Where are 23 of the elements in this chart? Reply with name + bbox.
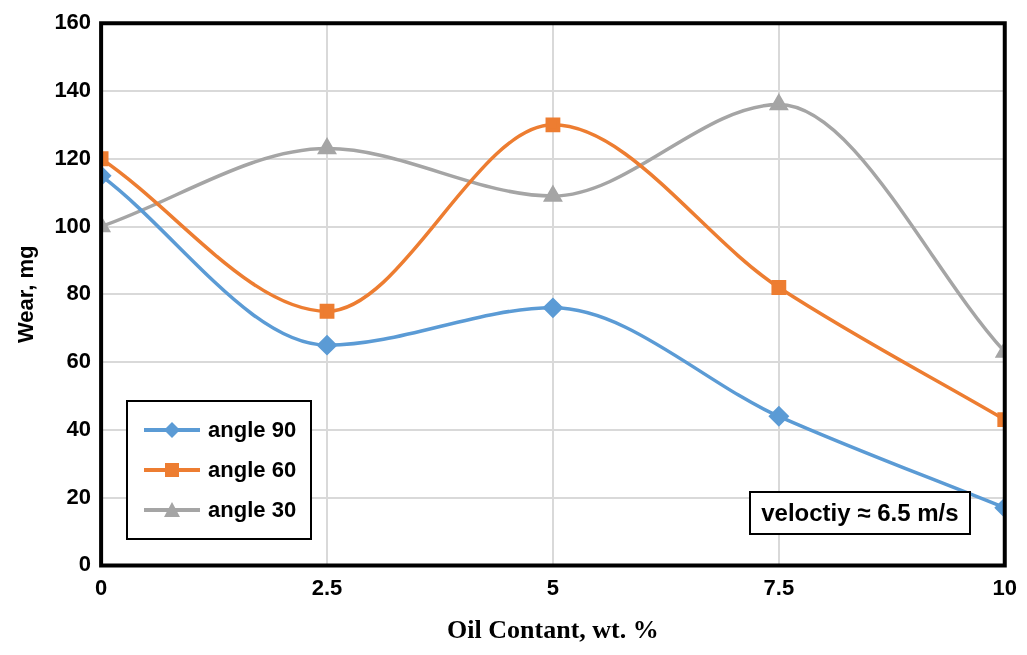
x-tick-label: 7.5: [763, 574, 795, 600]
legend-label: angle 90: [208, 417, 297, 444]
legend-label: angle 60: [208, 457, 297, 484]
y-tick-label: 160: [54, 9, 92, 35]
point: [545, 117, 561, 133]
y-tick-label: 40: [66, 415, 92, 441]
point: [544, 186, 562, 202]
y-tick-label: 20: [66, 483, 92, 509]
x-tick-label: 10: [992, 574, 1018, 600]
y-tick-label: 100: [54, 212, 92, 238]
y-tick-label: 120: [54, 144, 92, 170]
y-tick-label: 80: [66, 280, 92, 306]
y-tick-label: 140: [54, 77, 92, 103]
point: [543, 298, 563, 318]
legend-label: angle 30: [208, 497, 297, 524]
x-tick-label: 5: [546, 574, 560, 600]
x-tick-label: 2.5: [311, 574, 343, 600]
y-axis-title: Wear, mg: [13, 245, 39, 344]
y-tick-label: 60: [66, 348, 92, 374]
x-axis-title: Oil Contant, wt. %: [447, 615, 659, 645]
annotation: veloctiy ≈ 6.5 m/s: [749, 491, 971, 536]
y-tick-label: 0: [78, 551, 92, 577]
x-tick-label: 0: [94, 574, 108, 600]
